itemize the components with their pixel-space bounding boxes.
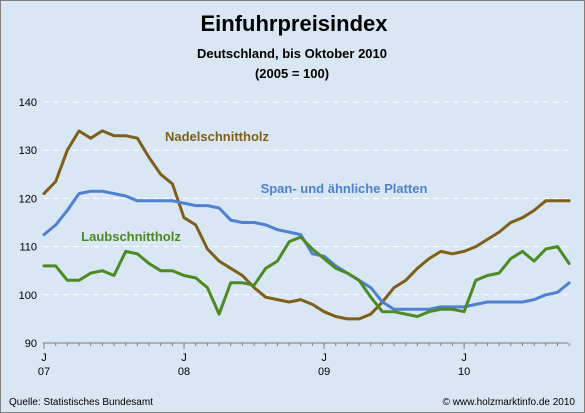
series-label-1: Nadelschnittholz	[165, 129, 270, 144]
chart-subtitle-line1: Deutschland, bis Oktober 2010	[197, 46, 387, 61]
x-tick-month-label: J	[181, 352, 187, 364]
series-line-1	[42, 129, 571, 321]
x-tick-year-label: 09	[318, 366, 330, 378]
series-labels: Nadelschnittholz Span- und ähnliche Platt…	[81, 129, 427, 244]
series-lines	[42, 129, 571, 321]
y-tick-label-90: 90	[25, 338, 37, 350]
x-tick-month-label: J	[41, 352, 47, 364]
y-tick-label-100: 100	[19, 290, 37, 302]
x-tick-month-label: J	[461, 352, 467, 364]
x-tick-month-label: J	[321, 352, 327, 364]
series-line-2	[42, 189, 571, 311]
axes: 90 100 110 120 130 140 J 07 J 08 J 09 J 10	[19, 97, 570, 378]
y-tick-label-110: 110	[19, 242, 37, 254]
source-note: Quelle: Statistisches Bundesamt	[9, 397, 153, 408]
x-tick-year-label: 08	[178, 366, 190, 378]
chart-title: Einfuhrpreisindex	[200, 11, 388, 36]
y-tick-label-130: 130	[19, 145, 37, 157]
y-tick-label-120: 120	[19, 193, 37, 205]
y-tick-label-140: 140	[19, 97, 37, 109]
series-label-3: Laubschnittholz	[81, 229, 181, 244]
grid	[43, 101, 568, 296]
x-tick-year-label: 07	[38, 366, 50, 378]
series-label-2: Span- und ähnliche Platten	[261, 181, 428, 196]
copyright-note: © www.holzmarktinfo.de 2010	[443, 397, 576, 408]
chart-subtitle-line2: (2005 = 100)	[255, 66, 329, 81]
x-tick-year-label: 10	[458, 366, 470, 378]
series-line-3	[42, 235, 571, 318]
